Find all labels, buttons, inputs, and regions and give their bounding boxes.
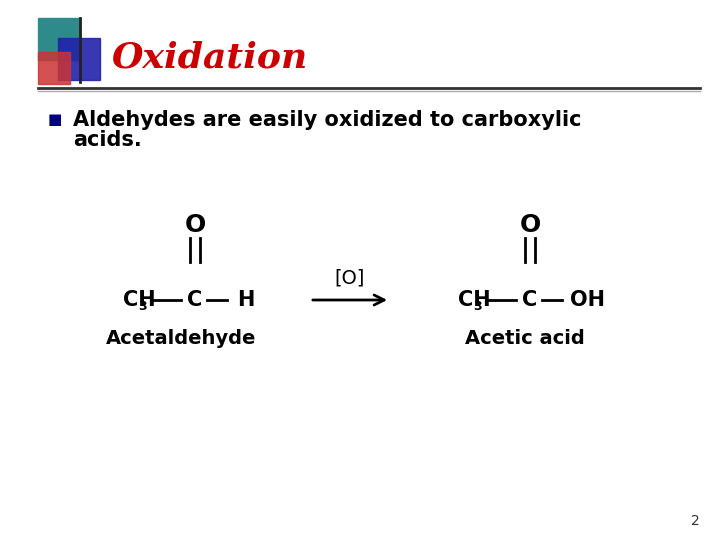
Text: Acetic acid: Acetic acid: [465, 328, 585, 348]
FancyArrowPatch shape: [312, 295, 384, 305]
Text: OH: OH: [570, 290, 605, 310]
Text: 3: 3: [473, 300, 482, 314]
Text: H: H: [237, 290, 254, 310]
Text: C: C: [523, 290, 538, 310]
Text: O: O: [519, 213, 541, 237]
Text: 3: 3: [138, 300, 147, 314]
Text: Aldehydes are easily oxidized to carboxylic: Aldehydes are easily oxidized to carboxy…: [73, 110, 582, 130]
Text: CH: CH: [123, 290, 156, 310]
Text: O: O: [184, 213, 206, 237]
Text: CH: CH: [458, 290, 490, 310]
Text: 2: 2: [691, 514, 700, 528]
Bar: [38, 52, 70, 84]
Text: Oxidation: Oxidation: [112, 41, 308, 75]
Text: C: C: [187, 290, 202, 310]
Bar: [38, 18, 80, 60]
Text: Acetaldehyde: Acetaldehyde: [106, 328, 256, 348]
Text: [O]: [O]: [335, 268, 365, 287]
Text: acids.: acids.: [73, 130, 142, 150]
Bar: [58, 38, 100, 80]
Text: ■: ■: [48, 112, 62, 127]
